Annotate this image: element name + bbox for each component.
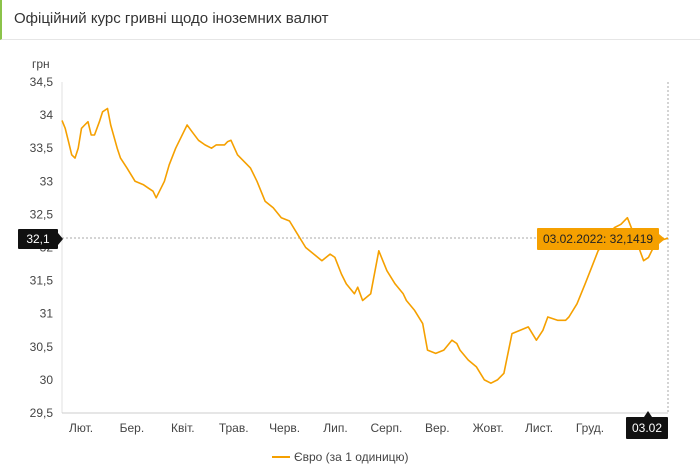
x-tick-label: Жовт. — [473, 421, 504, 435]
tooltip-box: 03.02.2022: 32,1419 — [537, 228, 665, 250]
x-tick-label: Бер. — [120, 421, 145, 435]
y-tick-label: 31,5 — [30, 274, 54, 288]
y-tick-label: 29,5 — [30, 406, 54, 420]
x-tick-label: Груд. — [576, 421, 604, 435]
page-title: Офіційний курс гривні щодо іноземних вал… — [14, 10, 329, 27]
y-tick-label: 32,5 — [30, 207, 54, 221]
y-tick-label: 31 — [40, 307, 54, 321]
y-tick-label: 30 — [40, 373, 54, 387]
euro-rate-line — [61, 107, 669, 384]
y-axis-unit-label: грн — [32, 57, 50, 71]
x-tick-label: Серп. — [370, 421, 402, 435]
x-tick-label: Лют. — [69, 421, 93, 435]
chart-header: Офіційний курс гривні щодо іноземних вал… — [0, 0, 700, 40]
x-tick-label: Трав. — [219, 421, 249, 435]
y-tick-label: 34 — [40, 108, 54, 122]
x-tick-labels: Лют. Бер. Квіт. Трав. Черв. Лип. Серп. Вер. Жовт… — [69, 421, 604, 435]
current-value-label: 32,1 — [26, 232, 50, 246]
x-tick-label: Лип. — [323, 421, 347, 435]
x-tick-label: Лист. — [525, 421, 553, 435]
x-tick-label: Черв. — [269, 421, 300, 435]
legend-label: Євро (за 1 одиницю) — [294, 450, 409, 464]
y-tick-label: 34,5 — [30, 75, 54, 89]
y-tick-label: 33,5 — [30, 141, 54, 155]
last-date-label: 03.02 — [632, 421, 662, 435]
legend[interactable]: Євро (за 1 одиницю) — [272, 450, 409, 464]
x-tick-label: Квіт. — [171, 421, 195, 435]
tooltip-text: 03.02.2022: 32,1419 — [543, 232, 653, 246]
y-tick-label: 30,5 — [30, 340, 54, 354]
y-tick-label: 33 — [40, 174, 54, 188]
last-date-marker: 03.02 — [626, 411, 668, 439]
x-tick-label: Вер. — [425, 421, 450, 435]
current-value-marker: 32,1 — [18, 229, 63, 249]
